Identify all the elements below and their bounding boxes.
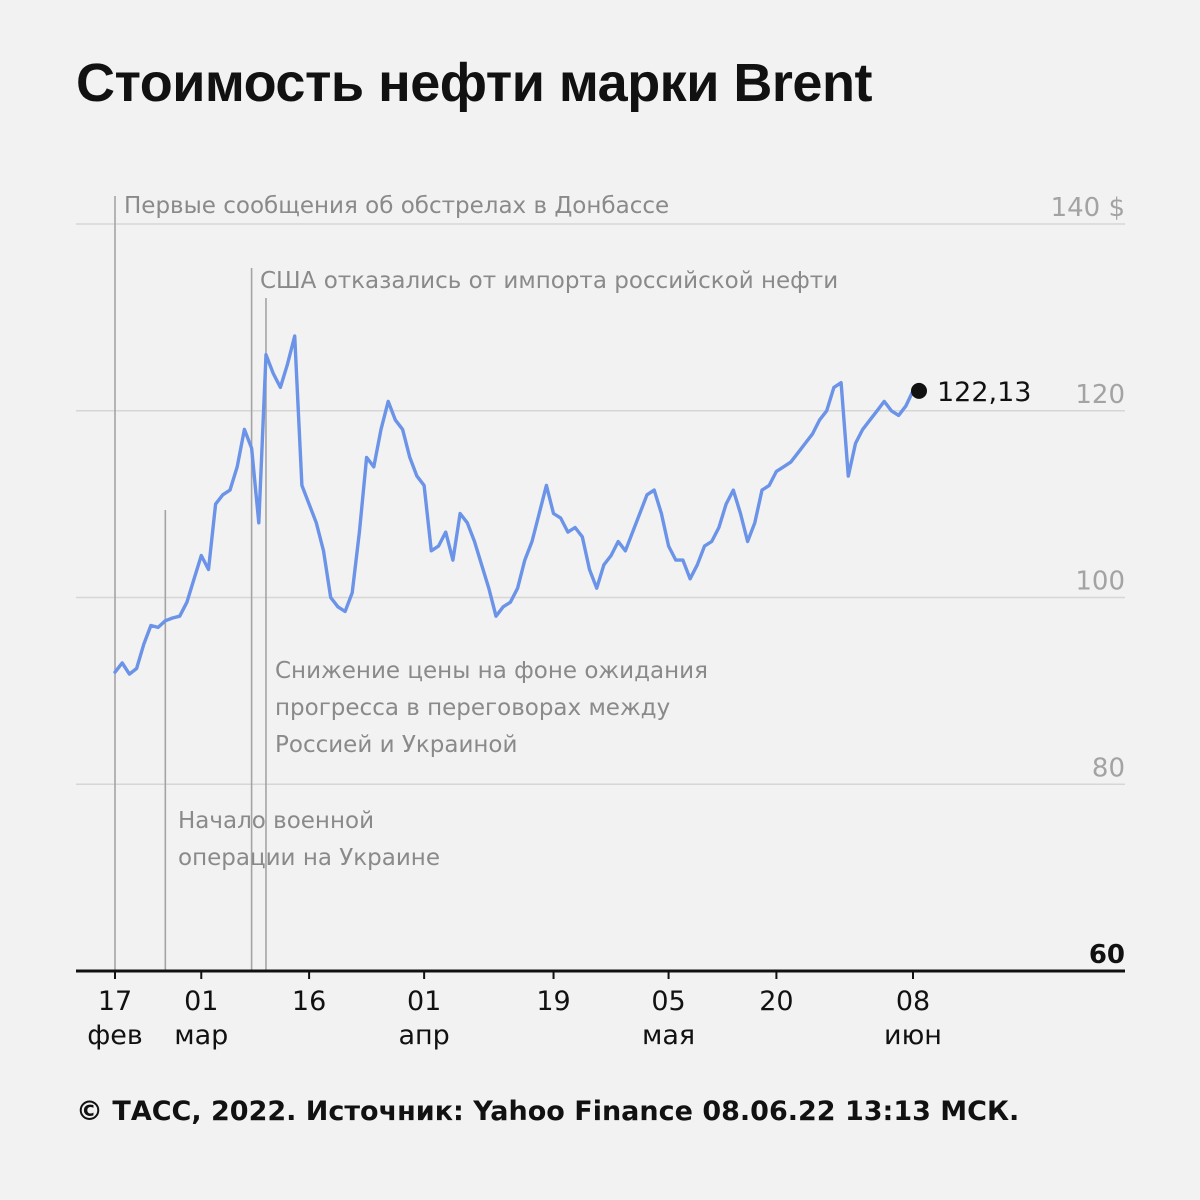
x-tick-label: 17 [98, 986, 132, 1017]
y-tick-label: 140 $ [1051, 193, 1125, 223]
x-tick-month-label: апр [398, 1020, 449, 1051]
event-annotation: Первые сообщения об обстрелах в Донбассе [124, 193, 669, 219]
x-tick-month-label: июн [884, 1020, 942, 1051]
event-layer [114, 196, 267, 971]
x-tick-label: 08 [896, 986, 930, 1017]
x-tick-label: 20 [759, 986, 793, 1017]
event-annotation-line: Россией и Украиной [275, 732, 517, 758]
x-tick-month-label: мар [174, 1020, 228, 1051]
event-annotation-line: Первые сообщения об обстрелах в Донбассе [124, 193, 669, 219]
event-annotation: Начало военной операции на Украине [178, 808, 440, 871]
event-annotation-line: прогресса в переговорах между [275, 695, 670, 721]
y-tick-label: 100 [1075, 567, 1125, 597]
event-annotation-line: операции на Украине [178, 845, 440, 871]
x-tick-label: 19 [536, 986, 570, 1017]
x-tick-month-label: мая [642, 1020, 695, 1051]
x-tick-label: 01 [184, 986, 218, 1017]
y-tick-label: 60 [1089, 940, 1125, 970]
y-tick-label: 120 [1075, 380, 1125, 410]
last-value-label: 122,13 [937, 377, 1031, 408]
chart-title: Стоимость нефти марки Brent [76, 53, 872, 113]
x-tick-label: 01 [407, 986, 441, 1017]
price-line [113, 334, 915, 676]
x-tick-month-label: фев [87, 1020, 143, 1051]
event-annotation: Снижение цены на фоне ожидания прогресса … [275, 658, 708, 758]
event-annotation: США отказались от импорта российской неф… [260, 268, 838, 294]
last-value-dot [911, 382, 927, 399]
event-annotation-line: Снижение цены на фоне ожидания [275, 658, 708, 684]
event-annotation-line: США отказались от импорта российской неф… [260, 268, 838, 294]
x-tick-label: 05 [651, 986, 685, 1017]
y-tick-label: 80 [1092, 753, 1125, 783]
event-annotation-line: Начало военной [178, 808, 374, 834]
series-layer [113, 334, 927, 676]
source-footer: © ТАСС, 2022. Источник: Yahoo Finance 08… [76, 1096, 1020, 1127]
axis-layer [76, 969, 1125, 979]
x-tick-label: 16 [292, 986, 326, 1017]
